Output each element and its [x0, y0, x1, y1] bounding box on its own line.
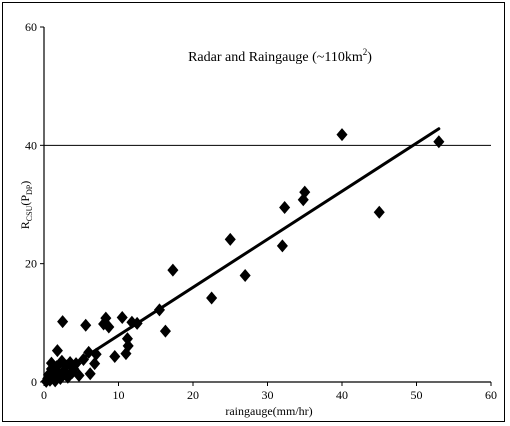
- data-point: [159, 324, 171, 338]
- x-tick-label: 60: [485, 388, 497, 402]
- data-point: [239, 269, 251, 282]
- data-point: [122, 339, 134, 353]
- data-point: [83, 345, 95, 359]
- x-tick-label: 40: [336, 388, 348, 402]
- point-layer: [40, 128, 445, 388]
- data-point: [373, 205, 385, 219]
- data-point: [103, 320, 115, 334]
- data-point: [153, 303, 165, 317]
- data-point: [100, 311, 112, 325]
- x-tick-label: 0: [41, 388, 47, 402]
- data-point: [336, 128, 348, 142]
- chart-title: Radar and Raingauge (~110km2): [188, 47, 372, 65]
- data-point: [206, 291, 218, 305]
- data-point: [299, 185, 311, 199]
- trend-layer: [44, 127, 441, 384]
- tick-layer: 0 10 20 30 40 50 60 0 20 40 60: [25, 20, 497, 402]
- y-axis-label-sub1: CSU: [25, 205, 34, 221]
- data-point: [90, 347, 102, 361]
- y-axis-label-sub2: DP: [25, 184, 34, 195]
- y-tick-label: 60: [25, 20, 37, 34]
- y-axis-label-main: R: [18, 221, 32, 229]
- chart-title-superscript: 2: [363, 47, 368, 57]
- y-axis-label: RCSU(PDP): [18, 181, 34, 229]
- data-point: [167, 263, 179, 277]
- chart-title-end: ): [367, 50, 372, 65]
- data-point: [279, 200, 291, 214]
- data-point: [224, 232, 236, 246]
- data-point: [60, 359, 72, 373]
- x-tick-label: 30: [262, 388, 274, 402]
- chart-title-main: Radar and Raingauge (~110km: [188, 50, 363, 65]
- data-point: [120, 347, 132, 361]
- data-point: [116, 311, 128, 325]
- data-point: [84, 367, 96, 381]
- x-tick-label: 50: [411, 388, 423, 402]
- data-point: [51, 344, 63, 358]
- data-point: [57, 315, 69, 329]
- data-point: [276, 239, 288, 253]
- y-tick-label: 0: [31, 375, 37, 389]
- data-point: [109, 350, 121, 364]
- data-point: [89, 357, 101, 371]
- data-point: [80, 318, 92, 332]
- y-tick-label: 20: [25, 257, 37, 271]
- scatter-chart: 0 10 20 30 40 50 60 0 20 40 60 Radar and Raingauge…: [18, 20, 497, 418]
- y-axis-label-mid: (P: [18, 195, 32, 206]
- data-point: [73, 368, 85, 382]
- data-point: [62, 370, 74, 384]
- data-point: [433, 135, 445, 149]
- y-tick-label: 40: [25, 138, 37, 152]
- x-axis-label: raingauge(mm/hr): [225, 404, 312, 418]
- chart-frame: 0 10 20 30 40 50 60 0 20 40 60 Radar and Raingauge…: [2, 2, 505, 422]
- data-point: [64, 355, 76, 369]
- trend-line: [44, 127, 441, 384]
- data-point: [131, 316, 143, 330]
- data-point: [77, 353, 90, 367]
- x-tick-label: 20: [187, 388, 199, 402]
- x-tick-label: 10: [113, 388, 125, 402]
- y-axis-label-end: ): [18, 181, 32, 185]
- data-point: [98, 317, 110, 331]
